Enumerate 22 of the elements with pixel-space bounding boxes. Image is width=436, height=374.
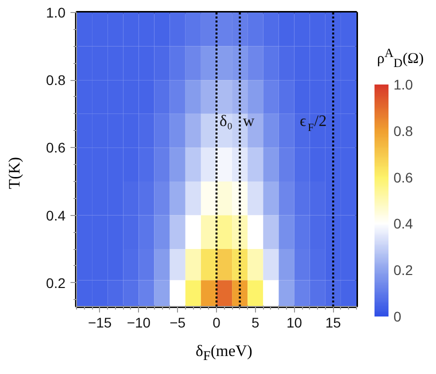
- color-bar-label: 0.6: [394, 169, 414, 186]
- ref-line-label: δ₀: [220, 113, 233, 130]
- x-tick-label: −15: [88, 314, 112, 330]
- y-axis-title: T(K): [6, 157, 25, 189]
- x-tick-label: −5: [170, 314, 186, 330]
- y-tick-label: 0.4: [46, 207, 66, 224]
- x-tick-label: 5: [251, 314, 260, 330]
- y-tick-label: 0.6: [46, 140, 66, 156]
- ref-line-label: w: [242, 113, 255, 130]
- x-tick-label: 15: [325, 314, 342, 330]
- color-bar-label: 0.2: [394, 262, 414, 278]
- color-bar-title: ρ$^{A}$$_{D}$(Ω): [377, 45, 424, 72]
- x-tick-label: 0: [212, 314, 221, 330]
- y-tick-label: 0.8: [46, 72, 66, 88]
- color-bar-label: 0.4: [394, 216, 414, 232]
- color-bar-label: 1.0: [394, 76, 414, 92]
- y-tick-label: 0.2: [46, 274, 66, 291]
- x-axis-title: δ$_{F}$(meV): [196, 342, 252, 366]
- x-tick-label: −10: [126, 314, 151, 330]
- y-tick-label: 1.0: [46, 4, 66, 20]
- x-tick-label: 10: [286, 314, 302, 330]
- color-bar-label: 0.8: [394, 122, 414, 139]
